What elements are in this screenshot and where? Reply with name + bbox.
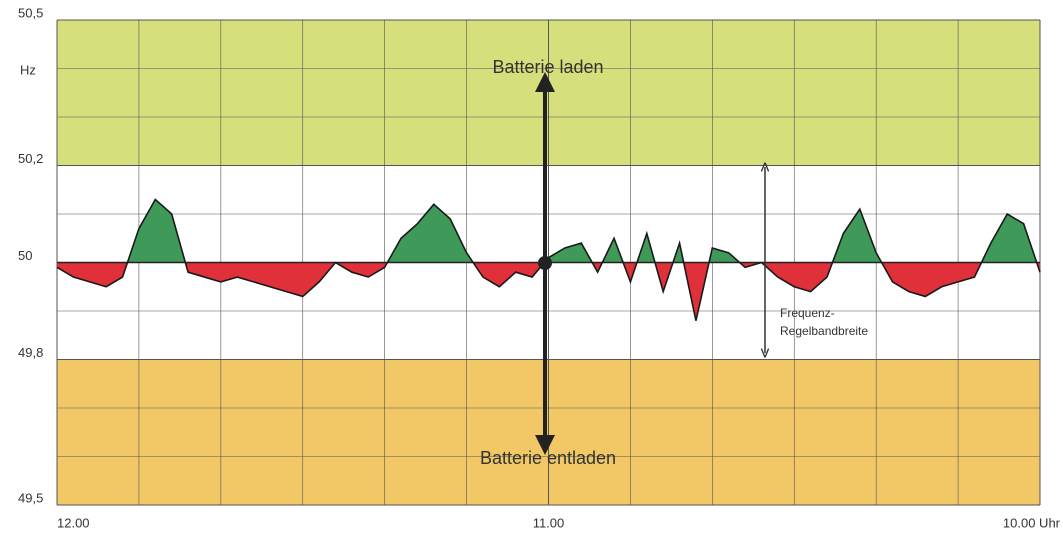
y-tick-label: 49,5: [18, 490, 43, 505]
chart: Batterie laden Batterie entladen Frequen…: [0, 0, 1063, 541]
center-dot: [538, 256, 552, 270]
annotation: Frequenz-: [780, 306, 835, 320]
annotation: Batterie laden: [492, 57, 603, 77]
x-tick-label: 11.00: [533, 515, 565, 530]
y-tick-label: 50,5: [18, 5, 43, 20]
x-tick-label: 10.00 Uhr: [1003, 515, 1061, 530]
y-tick-label: 49,8: [18, 345, 43, 360]
y-tick-label: 50,2: [18, 151, 43, 166]
annotation: Batterie entladen: [480, 448, 616, 468]
y-unit: Hz: [20, 62, 36, 77]
annotation: Regelbandbreite: [780, 324, 868, 338]
y-tick-label: 50: [18, 248, 32, 263]
x-tick-label: 12.00: [57, 515, 90, 530]
